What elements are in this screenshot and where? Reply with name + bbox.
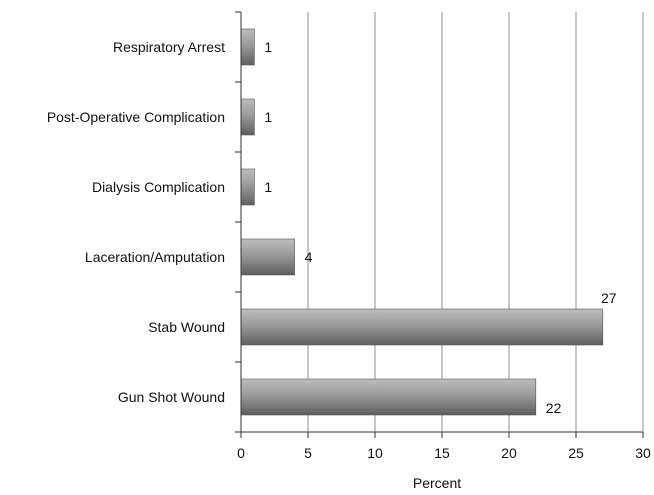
grid-lines [307,12,644,432]
bar [240,378,537,416]
data-label: 27 [601,290,617,306]
x-tick-label: 0 [237,445,245,461]
x-axis-title: Percent [413,475,461,491]
category-labels: Respiratory Arrest Post-Operative Complic… [47,39,225,405]
x-tick-label: 15 [434,445,450,461]
data-label: 22 [546,400,562,416]
data-label: 4 [305,249,313,265]
data-label: 1 [264,109,272,125]
data-label: 1 [264,39,272,55]
category-label: Dialysis Complication [92,179,225,195]
bar [240,308,604,346]
data-label: 1 [264,179,272,195]
category-label: Stab Wound [148,319,225,335]
category-label: Post-Operative Complication [47,109,225,125]
x-tick-label: 20 [501,445,517,461]
axes [235,11,644,438]
x-tick-labels: 0 5 10 15 20 25 30 [237,445,651,461]
category-label: Gun Shot Wound [118,389,225,405]
x-tick-label: 10 [367,445,383,461]
x-tick-label: 5 [304,445,312,461]
bar [240,168,255,206]
x-tick-label: 30 [635,445,651,461]
x-tick-label: 25 [568,445,584,461]
bar [240,98,255,136]
bars [240,28,604,416]
category-label: Laceration/Amputation [85,249,225,265]
bar [240,238,295,276]
category-label: Respiratory Arrest [113,39,225,55]
bar [240,28,255,66]
